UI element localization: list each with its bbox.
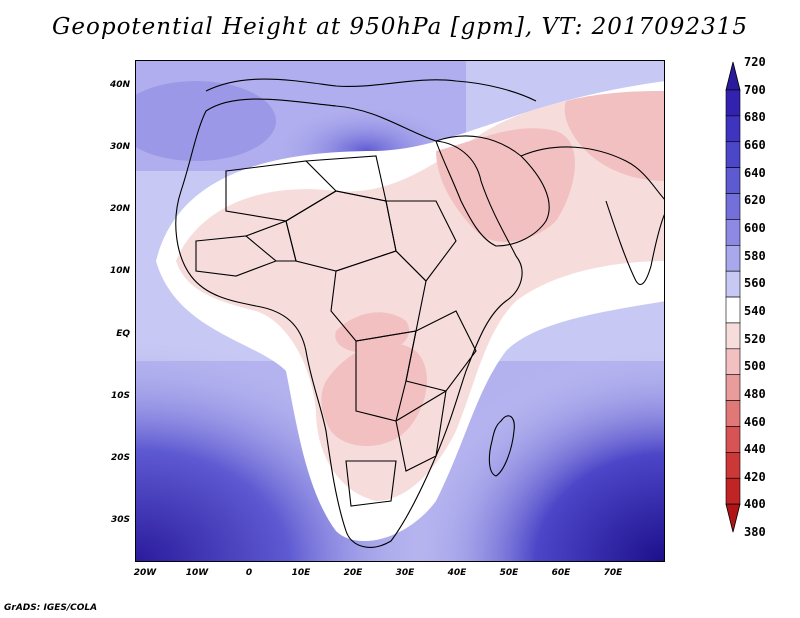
footer-credit: GrADS: IGES/COLA [4,603,98,613]
colorbar-swatch [725,219,741,246]
colorbar-label: 480 [744,386,766,401]
colorbar-swatch [725,167,741,194]
colorbar-top-arrow [725,61,741,91]
lat-label-10s: 10S [110,391,130,401]
lat-label-30n: 30N [109,142,130,152]
colorbar-label: 560 [744,276,766,291]
colorbar-label: 500 [744,359,766,374]
map-canvas [136,61,664,561]
colorbar-label: 680 [744,110,766,125]
colorbar-label: 580 [744,248,766,263]
colorbar-swatch [725,141,741,168]
lon-label-0: 0 [245,568,253,578]
colorbar-label: 520 [744,331,766,346]
colorbar-swatch [725,115,741,143]
colorbar-swatch [725,374,741,401]
lon-label-30e: 30E [395,568,415,578]
colorbar-swatch [725,89,741,117]
lat-label-40n: 40N [109,80,130,90]
colorbar-swatch [725,322,741,350]
colorbar-label: 600 [744,220,766,235]
colorbar-swatch [725,193,741,220]
lon-label-20e: 20E [343,568,363,578]
lat-label-eq: EQ [116,329,130,339]
coastlines [175,78,664,548]
lon-label-40e: 40E [447,568,467,578]
lon-label-70e: 70E [603,568,623,578]
colorbar-swatch [725,400,741,427]
colorbar [725,61,741,533]
colorbar-swatch [725,296,741,324]
lon-label-60e: 60E [551,568,571,578]
colorbar-label: 720 [744,55,766,69]
colorbar-label: 440 [744,442,766,457]
colorbar-bottom-arrow [725,503,741,533]
colorbar-swatch [725,348,741,376]
colorbar-swatch [725,477,741,505]
colorbar-label: 540 [744,303,766,318]
colorbar-swatch [725,270,741,298]
colorbar-label: 620 [744,193,766,208]
colorbar-swatch [725,244,741,272]
map-title: Geopotential Height at 950hPa [gpm], VT:… [52,14,748,40]
colorbar-label: 660 [744,137,766,152]
lon-label-10e: 10E [291,568,311,578]
map-panel [135,60,665,562]
lon-label-50e: 50E [499,568,519,578]
colorbar-label: 640 [744,165,766,180]
lat-label-20s: 20S [110,453,130,463]
lat-label-10n: 10N [109,266,130,276]
lat-label-20n: 20N [109,204,130,214]
colorbar-swatch [725,426,741,453]
colorbar-swatch [725,452,741,479]
lon-label-10w: 10W [185,568,209,578]
lat-label-30s: 30S [110,515,130,525]
lon-label-20w: 20W [133,568,157,578]
colorbar-label: 400 [744,497,766,512]
colorbar-label: 380 [744,525,766,540]
colorbar-label: 420 [744,469,766,484]
colorbar-label: 700 [744,82,766,97]
colorbar-label: 460 [744,414,766,429]
